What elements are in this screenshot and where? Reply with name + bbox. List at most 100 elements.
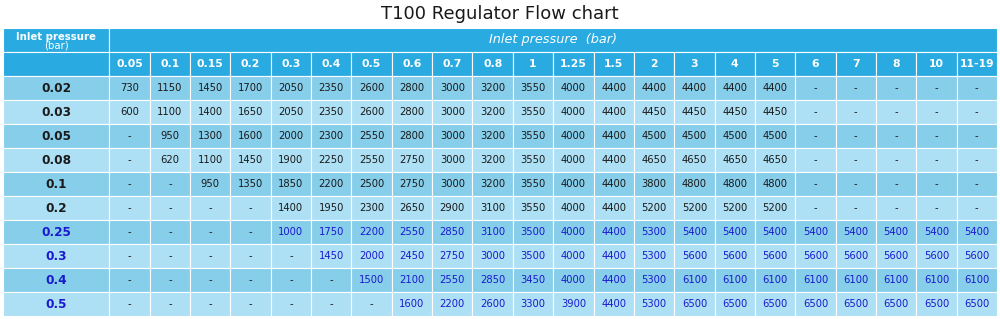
Bar (230, 220, 271, 244)
Text: 1100: 1100 (198, 155, 223, 165)
Bar (230, 244, 271, 268)
Text: -: - (894, 131, 898, 141)
Text: -: - (814, 203, 817, 213)
Text: 950: 950 (201, 179, 220, 189)
Bar (634, 292, 674, 316)
Text: -: - (128, 275, 131, 285)
Text: 5600: 5600 (762, 251, 788, 261)
Text: 2000: 2000 (278, 131, 303, 141)
Text: 0.02: 0.02 (41, 81, 71, 94)
Text: 2: 2 (650, 59, 658, 69)
Text: 0.5: 0.5 (362, 59, 381, 69)
Text: 3000: 3000 (440, 131, 465, 141)
Text: -: - (854, 131, 858, 141)
Bar (836, 244, 876, 268)
Bar (594, 124, 634, 148)
Bar (674, 244, 715, 268)
Bar (674, 124, 715, 148)
Text: 4800: 4800 (763, 179, 788, 189)
Bar (957, 292, 997, 316)
Bar (795, 124, 836, 148)
Text: 5200: 5200 (722, 203, 747, 213)
Text: -: - (208, 299, 212, 309)
Bar (553, 52, 594, 76)
Bar (755, 220, 795, 244)
Text: 5300: 5300 (641, 251, 667, 261)
Bar (472, 76, 513, 100)
Text: 4500: 4500 (722, 131, 747, 141)
Bar (109, 28, 997, 52)
Bar (392, 172, 432, 196)
Text: 0.4: 0.4 (45, 273, 67, 286)
Text: 4400: 4400 (601, 131, 626, 141)
Text: -: - (975, 155, 979, 165)
Bar (311, 76, 351, 100)
Text: 6: 6 (812, 59, 819, 69)
Bar (594, 244, 634, 268)
Bar (109, 244, 150, 268)
Bar (392, 292, 432, 316)
Bar (553, 220, 594, 244)
Bar (351, 100, 392, 124)
Bar (594, 196, 634, 220)
Text: 1400: 1400 (278, 203, 303, 213)
Text: 4000: 4000 (561, 203, 586, 213)
Text: 4000: 4000 (561, 155, 586, 165)
Bar (795, 148, 836, 172)
Bar (472, 148, 513, 172)
Bar (795, 268, 836, 292)
Text: -: - (814, 179, 817, 189)
Text: 3550: 3550 (520, 131, 546, 141)
Bar (755, 292, 795, 316)
Bar (836, 268, 876, 292)
Bar (755, 244, 795, 268)
Bar (230, 172, 271, 196)
Bar (311, 196, 351, 220)
Bar (957, 124, 997, 148)
Text: 4000: 4000 (561, 131, 586, 141)
Text: 4400: 4400 (601, 179, 626, 189)
Bar (957, 220, 997, 244)
Bar (311, 220, 351, 244)
Text: -: - (935, 203, 938, 213)
Bar (472, 244, 513, 268)
Text: 0.3: 0.3 (281, 59, 301, 69)
Bar (190, 52, 230, 76)
Text: 1500: 1500 (359, 275, 384, 285)
Bar (271, 292, 311, 316)
Text: 2800: 2800 (399, 107, 425, 117)
Bar (876, 148, 916, 172)
Bar (553, 172, 594, 196)
Bar (432, 124, 472, 148)
Text: 3550: 3550 (520, 83, 546, 93)
Bar (715, 76, 755, 100)
Text: 3500: 3500 (520, 251, 546, 261)
Text: 0.2: 0.2 (241, 59, 260, 69)
Text: 1350: 1350 (238, 179, 263, 189)
Text: -: - (289, 275, 293, 285)
Text: 3300: 3300 (521, 299, 546, 309)
Bar (190, 172, 230, 196)
Bar (3, 52, 109, 76)
Text: 5400: 5400 (682, 227, 707, 237)
Text: -: - (975, 107, 979, 117)
Text: -: - (894, 179, 898, 189)
Text: 3200: 3200 (480, 107, 505, 117)
Text: -: - (854, 83, 858, 93)
Text: -: - (208, 227, 212, 237)
Bar (876, 292, 916, 316)
Text: 2200: 2200 (319, 179, 344, 189)
Bar (109, 148, 150, 172)
Text: 4400: 4400 (601, 227, 626, 237)
Bar (150, 244, 190, 268)
Bar (150, 76, 190, 100)
Text: 0.03: 0.03 (41, 106, 71, 118)
Text: 3500: 3500 (520, 227, 546, 237)
Bar (957, 244, 997, 268)
Text: 3550: 3550 (520, 203, 546, 213)
Text: 3000: 3000 (440, 107, 465, 117)
Bar (311, 292, 351, 316)
Bar (513, 220, 553, 244)
Text: 4800: 4800 (682, 179, 707, 189)
Text: -: - (128, 131, 131, 141)
